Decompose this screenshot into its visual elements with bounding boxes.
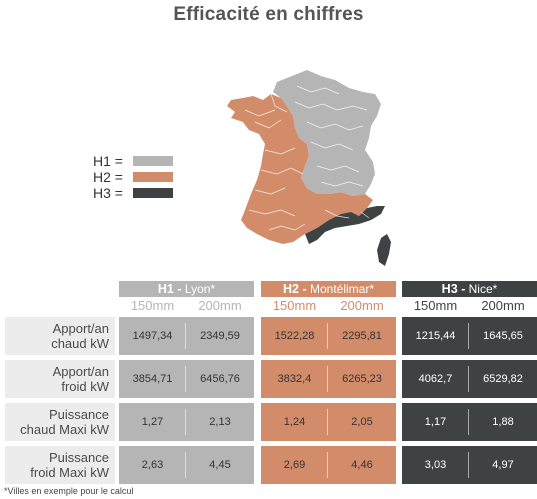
table-cell: 1215,44: [402, 317, 469, 355]
table-cell: 4,45: [186, 446, 254, 484]
map-zone-h2: [227, 94, 373, 244]
col-header: 150mm: [130, 298, 175, 313]
row-label-line: froid kW: [61, 379, 109, 394]
legend-swatch: [133, 188, 173, 198]
table-cell: 6456,76: [186, 360, 254, 398]
zone-city: Nice*: [468, 282, 498, 296]
france-zone-map: [227, 70, 391, 266]
table-cell: 1,24: [261, 403, 328, 441]
zone-code: H1 -: [157, 282, 182, 296]
map-zone-h3: [305, 206, 385, 244]
page-title: Efficacité en chiffres: [173, 4, 364, 25]
table-cell: 1,17: [402, 403, 469, 441]
zone-city: Montélimar*: [309, 282, 374, 296]
row-label-line: Puissance: [49, 407, 109, 422]
footnote: *Villes en exemple pour le calcul: [4, 486, 134, 496]
table-cell: 4,97: [469, 446, 537, 484]
table-cell: 2,05: [328, 403, 396, 441]
legend-label: H2 =: [93, 169, 123, 185]
legend-swatch: [133, 172, 173, 182]
row-label-line: chaud Maxi kW: [20, 422, 109, 437]
row-label-line: Apport/an: [52, 364, 109, 379]
zone-code: H3 -: [441, 282, 466, 296]
table-cell: 2,69: [261, 446, 328, 484]
legend-label: H3 =: [93, 185, 123, 201]
table-cell: 2349,59: [186, 317, 254, 355]
table-cell: 6529,82: [469, 360, 537, 398]
zone-header-h3: H3 - Nice*: [402, 281, 537, 297]
row-label-puissance-froid: Puissance froid Maxi kW: [5, 446, 115, 484]
table-cell: 2295,81: [328, 317, 396, 355]
col-header: 150mm: [413, 298, 458, 313]
table-cell: 2,13: [186, 403, 254, 441]
row-label-puissance-chaud: Puissance chaud Maxi kW: [5, 403, 115, 441]
map-zone-h1: [273, 70, 381, 196]
zone-header-h1: H1 - Lyon*: [119, 281, 254, 297]
table-cell: 4,46: [328, 446, 396, 484]
table-cell: 2,63: [119, 446, 186, 484]
table-cell: 4062,7: [402, 360, 469, 398]
row-label-line: Apport/an: [52, 321, 109, 336]
table-cell: 3832,4: [261, 360, 328, 398]
legend-swatch: [133, 156, 173, 166]
table-cell: 3,03: [402, 446, 469, 484]
col-header: 150mm: [272, 298, 317, 313]
row-label-apport-froid: Apport/an froid kW: [5, 360, 115, 398]
table-cell: 3854,71: [119, 360, 186, 398]
zone-header-h2: H2 - Montélimar*: [261, 281, 396, 297]
table-cell: 6265,23: [328, 360, 396, 398]
row-label-line: Puissance: [49, 450, 109, 465]
row-label-apport-chaud: Apport/an chaud kW: [5, 317, 115, 355]
table-cell: 1,88: [469, 403, 537, 441]
table-cell: 1,27: [119, 403, 186, 441]
table-cell: 1497,34: [119, 317, 186, 355]
col-header: 200mm: [198, 298, 242, 313]
row-label-line: chaud kW: [51, 336, 109, 351]
row-label-line: froid Maxi kW: [30, 465, 109, 480]
table-cell: 1645,65: [469, 317, 537, 355]
map-corsica: [377, 234, 391, 266]
zone-code: H2 -: [283, 282, 307, 296]
col-header: 200mm: [481, 298, 525, 313]
col-header: 200mm: [340, 298, 384, 313]
legend-label: H1 =: [93, 153, 123, 169]
table-cell: 1522,28: [261, 317, 328, 355]
zone-city: Lyon*: [184, 282, 216, 296]
